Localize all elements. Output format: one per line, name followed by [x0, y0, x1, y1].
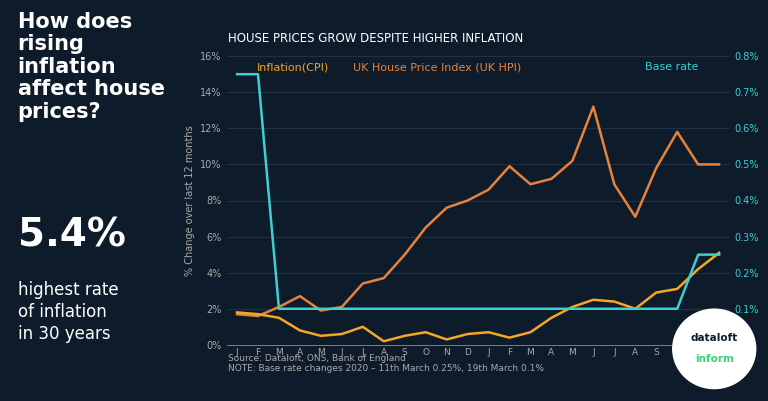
Text: HOUSE PRICES GROW DESPITE HIGHER INFLATION: HOUSE PRICES GROW DESPITE HIGHER INFLATI… — [228, 32, 523, 45]
Y-axis label: % Change over last 12 months: % Change over last 12 months — [184, 125, 194, 276]
Text: How does
rising
inflation
affect house
prices?: How does rising inflation affect house p… — [18, 12, 164, 122]
Text: highest rate
of inflation
in 30 years: highest rate of inflation in 30 years — [18, 281, 118, 343]
Text: 5.4%: 5.4% — [18, 217, 125, 255]
Text: dataloft: dataloft — [690, 333, 738, 343]
Circle shape — [673, 309, 756, 389]
Text: UK House Price Index (UK HPI): UK House Price Index (UK HPI) — [353, 62, 521, 72]
Text: Source: Dataloft, ONS, Bank of England
NOTE: Base rate changes 2020 – 11th March: Source: Dataloft, ONS, Bank of England N… — [228, 354, 544, 373]
Text: Inflation(CPI): Inflation(CPI) — [257, 62, 329, 72]
Text: Base rate: Base rate — [645, 62, 698, 72]
Text: inform: inform — [695, 354, 733, 365]
